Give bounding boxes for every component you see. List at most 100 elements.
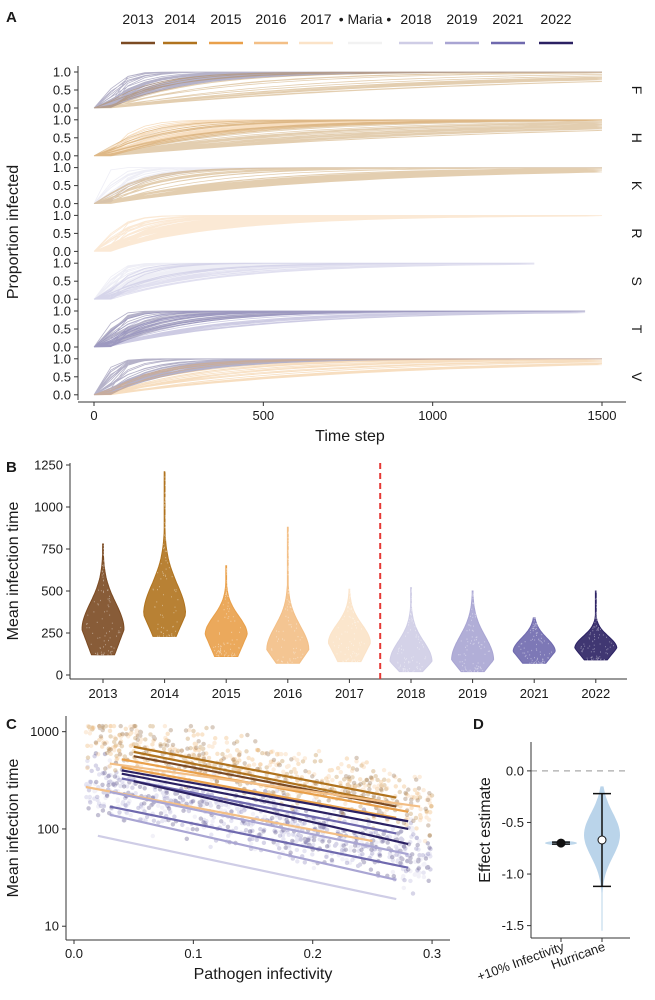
facet-S: 0.0 0.5 1.0 S: [53, 256, 645, 307]
panel-c: 10 100 1000 0.0 0.1 0.2 0.3 Pathogen infectivit…: [5, 716, 450, 983]
panel-c-points-pre-points-2: [83, 723, 433, 844]
facet-R: 0.0 0.5 1.0 R: [53, 208, 645, 259]
legend-label-6: 2018: [400, 11, 431, 27]
panel-a-xtick-label-1: 500: [252, 408, 274, 423]
panel-c-xtick-label-1: 0.1: [184, 946, 202, 961]
panel-b-ytick-label-1: 250: [41, 626, 63, 641]
legend-label-0: 2013: [122, 11, 153, 27]
facet-F-ytick-label-1: 0.5: [53, 83, 71, 98]
facet-T-ytick-label-0: 0.0: [53, 340, 71, 355]
panel-c-ylabel: Mean infection time: [5, 759, 22, 898]
legend-label-1: 2014: [164, 11, 195, 27]
facet-F-ytick-label-2: 1.0: [53, 65, 71, 80]
regression-line-7: [121, 772, 409, 831]
facet-F-ytick-label-0: 0.0: [53, 101, 71, 116]
panel-b-ytick-label-3: 750: [41, 542, 63, 557]
regression-line-6: [121, 769, 409, 823]
facet-label-V: V: [629, 372, 645, 382]
violin-2013: 2013: [81, 543, 125, 701]
panel-c-points-post: [84, 751, 433, 896]
panel-c-xtick-label-3: 0.3: [423, 946, 441, 961]
panel-c-xtick-label-2: 0.2: [304, 946, 322, 961]
facet-T-series-2022: [93, 310, 586, 348]
violin-2022: 2022: [574, 590, 618, 701]
violin-body-2013: [81, 543, 125, 656]
facet-K: 0.0 0.5 1.0 K: [53, 160, 645, 211]
panel-d-ytick-label-0: 0.0: [506, 763, 524, 778]
panel-b-xtick-label-6: 2019: [458, 686, 487, 701]
panel-a-xtick-label-3: 1500: [588, 408, 617, 423]
violin-points-2013: [86, 545, 122, 656]
violin-2015: 2015: [204, 565, 248, 701]
facet-T-series-2021: [93, 310, 586, 348]
facet-K-ytick-label-2: 1.0: [53, 160, 71, 175]
panel-c-points-pre-points-3: [93, 723, 432, 838]
violin-body-2018: [389, 587, 433, 673]
violin-body-2019: [451, 590, 495, 673]
estimate-point-0: [556, 838, 566, 848]
violin-body-2021: [512, 617, 556, 664]
facet-V-ytick-label-1: 0.5: [53, 369, 71, 384]
panel-b-xtick-label-4: 2017: [335, 686, 364, 701]
facet-K-ytick-label-0: 0.0: [53, 196, 71, 211]
regression-line-11: [109, 790, 409, 856]
legend: 2013 2014 2015 2016 2017 • Maria • 2018 2019 202…: [121, 11, 573, 45]
facet-R-series-2016: [93, 215, 603, 252]
panel-b-ytick-label-2: 500: [41, 584, 63, 599]
panel-c-xtick-label-0: 0.0: [65, 946, 83, 961]
facet-R-ytick-label-1: 0.5: [53, 226, 71, 241]
regression-line-13: [109, 813, 397, 881]
facet-H-ytick-label-0: 0.0: [53, 148, 71, 163]
panel-label-c: C: [6, 716, 17, 733]
panel-d-ytick-label-2: -1.0: [502, 867, 524, 882]
facet-H-series-2014: [93, 119, 603, 157]
legend-label-3: 2016: [255, 11, 286, 27]
violin-body-2014: [143, 471, 187, 637]
facet-H-series-2015: [93, 119, 603, 157]
facet-label-R: R: [629, 228, 645, 238]
violin-body-2022: [574, 590, 618, 661]
panel-d-ylabel: Effect estimate: [477, 777, 494, 883]
violin-2017: 2017: [327, 588, 371, 701]
facet-T-ytick-label-1: 0.5: [53, 322, 71, 337]
regression-line-8: [121, 777, 397, 835]
facet-S-series-2018: [93, 262, 535, 300]
panel-c-ytick-label-2: 1000: [30, 724, 59, 739]
violin-points-2015: [213, 568, 241, 658]
panel-b-ylabel: Mean infection time: [5, 502, 22, 641]
facet-S-ytick-label-2: 1.0: [53, 256, 71, 271]
panel-b-xtick-label-5: 2018: [397, 686, 426, 701]
panel-c-ytick-label-0: 10: [45, 919, 59, 934]
regression-line-12: [109, 805, 409, 869]
panel-b: 0 250 500 750 1000 1250 2013 2014 2015 2016 2017 20…: [5, 458, 627, 701]
panel-d: 0.0-0.5-1.0-1.5+10% InfectivityHurricane…: [475, 742, 630, 984]
violin-body-2015: [204, 565, 248, 658]
violin-body-2017: [327, 588, 371, 663]
panel-label-a: A: [6, 9, 17, 26]
violin-points-2017: [332, 589, 365, 663]
panel-c-points-post-points-1: [84, 758, 433, 884]
facet-T-ytick-label-2: 1.0: [53, 304, 71, 319]
panel-d-ytick-label-1: -0.5: [502, 815, 524, 830]
panel-a-xtick-label-0: 0: [90, 408, 97, 423]
facet-V: 0.0 0.5 1.0 V: [53, 351, 645, 402]
estimate-point-1: [597, 835, 607, 845]
panel-c-ytick-label-1: 100: [37, 821, 59, 836]
regression-line-0: [133, 745, 397, 799]
facet-S-ytick-label-0: 0.0: [53, 292, 71, 307]
violin-points-2019: [458, 592, 490, 673]
facet-label-S: S: [629, 277, 645, 286]
facet-V-ytick-label-2: 1.0: [53, 351, 71, 366]
facet-label-K: K: [629, 181, 645, 191]
facet-label-F: F: [629, 86, 645, 95]
violin-points-2018: [397, 589, 427, 673]
facet-K-ytick-label-1: 0.5: [53, 178, 71, 193]
legend-label-5: • Maria •: [339, 11, 392, 27]
regression-line-5: [121, 766, 397, 819]
regression-line-1: [133, 750, 385, 803]
facet-R-ytick-label-0: 0.0: [53, 244, 71, 259]
panel-b-ytick-label-5: 1250: [34, 458, 63, 473]
facet-H-ytick-label-2: 1.0: [53, 112, 71, 127]
facet-label-H: H: [629, 133, 645, 143]
